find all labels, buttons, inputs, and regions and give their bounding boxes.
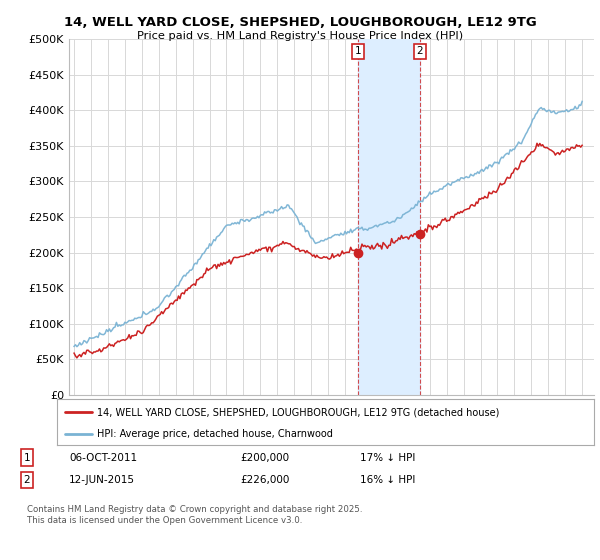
Text: 1: 1 (23, 452, 31, 463)
Text: 12-JUN-2015: 12-JUN-2015 (69, 475, 135, 485)
Text: 2: 2 (416, 46, 423, 57)
Text: Contains HM Land Registry data © Crown copyright and database right 2025.
This d: Contains HM Land Registry data © Crown c… (27, 505, 362, 525)
Text: £226,000: £226,000 (240, 475, 289, 485)
Text: £200,000: £200,000 (240, 452, 289, 463)
Bar (358, 39, 420, 395)
Text: 1: 1 (355, 46, 361, 57)
Text: 06-OCT-2011: 06-OCT-2011 (69, 452, 137, 463)
Text: Price paid vs. HM Land Registry's House Price Index (HPI): Price paid vs. HM Land Registry's House … (137, 31, 463, 41)
Text: 16% ↓ HPI: 16% ↓ HPI (360, 475, 415, 485)
Text: 17% ↓ HPI: 17% ↓ HPI (360, 452, 415, 463)
Text: HPI: Average price, detached house, Charnwood: HPI: Average price, detached house, Char… (97, 429, 333, 438)
Text: 2: 2 (23, 475, 31, 485)
Text: 14, WELL YARD CLOSE, SHEPSHED, LOUGHBOROUGH, LE12 9TG (detached house): 14, WELL YARD CLOSE, SHEPSHED, LOUGHBORO… (97, 407, 500, 417)
Text: 14, WELL YARD CLOSE, SHEPSHED, LOUGHBOROUGH, LE12 9TG: 14, WELL YARD CLOSE, SHEPSHED, LOUGHBORO… (64, 16, 536, 29)
